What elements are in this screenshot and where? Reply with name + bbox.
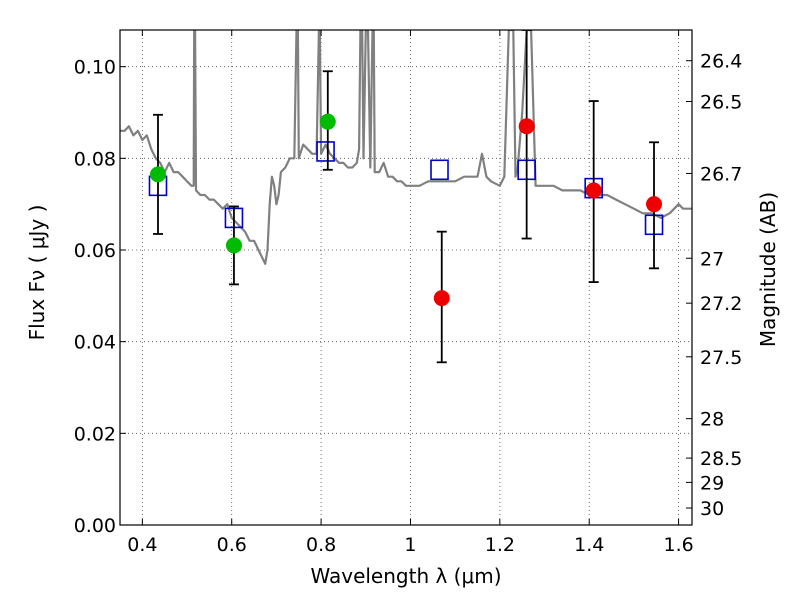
x-tick-label: 0.6 bbox=[217, 534, 247, 556]
ticks-layer: 0.4 0.6 0.8 1 1.2 1.4 1.6 0.00 0.02 0.04 0.06 0.08 0… bbox=[74, 30, 742, 556]
x-tick-label: 0.4 bbox=[127, 534, 157, 556]
y2-tick-label: 26.4 bbox=[700, 51, 742, 73]
y-tick-label: 0.08 bbox=[74, 148, 116, 170]
spectrum-line bbox=[120, 30, 692, 265]
y-tick-label: 0.10 bbox=[74, 57, 116, 79]
y-axis-title: Flux Fν ( μJy ) bbox=[25, 205, 49, 341]
y2-tick-label: 27.2 bbox=[700, 293, 742, 315]
y-tick-label: 0.00 bbox=[74, 515, 116, 537]
grid-layer bbox=[120, 30, 692, 526]
data-point bbox=[518, 118, 535, 135]
y2-tick-label: 28.5 bbox=[700, 448, 742, 470]
y2-tick-label: 27 bbox=[700, 248, 724, 270]
y2-tick-label: 30 bbox=[700, 498, 724, 520]
y-tick-label: 0.06 bbox=[74, 240, 116, 262]
data-point bbox=[585, 182, 602, 199]
y2-tick-label: 26.5 bbox=[700, 92, 742, 114]
data-point bbox=[319, 113, 336, 130]
data-point bbox=[225, 237, 242, 254]
x-tick-label: 1.2 bbox=[485, 534, 515, 556]
data-point bbox=[149, 166, 166, 183]
y2-tick-label: 29 bbox=[700, 472, 724, 494]
model-box bbox=[316, 141, 335, 162]
plot-frame bbox=[119, 29, 693, 526]
x-tick-label: 0.8 bbox=[306, 534, 336, 556]
x-tick-label: 1.4 bbox=[574, 534, 604, 556]
x-axis-title: Wavelength λ (μm) bbox=[310, 564, 501, 588]
x-tick-label: 1.6 bbox=[663, 534, 693, 556]
y-tick-label: 0.04 bbox=[74, 332, 116, 354]
y2-tick-label: 27.5 bbox=[700, 347, 742, 369]
y2-tick-label: 26.7 bbox=[700, 163, 742, 185]
plot-layer bbox=[120, 30, 692, 364]
y2-tick-label: 28 bbox=[700, 409, 724, 431]
model-box bbox=[430, 159, 449, 181]
data-point bbox=[646, 196, 663, 213]
y-tick-label: 0.02 bbox=[74, 423, 116, 445]
y2-axis-title: Magnitude (AB) bbox=[756, 192, 780, 347]
x-tick-label: 1 bbox=[404, 534, 416, 556]
data-point bbox=[433, 290, 450, 307]
